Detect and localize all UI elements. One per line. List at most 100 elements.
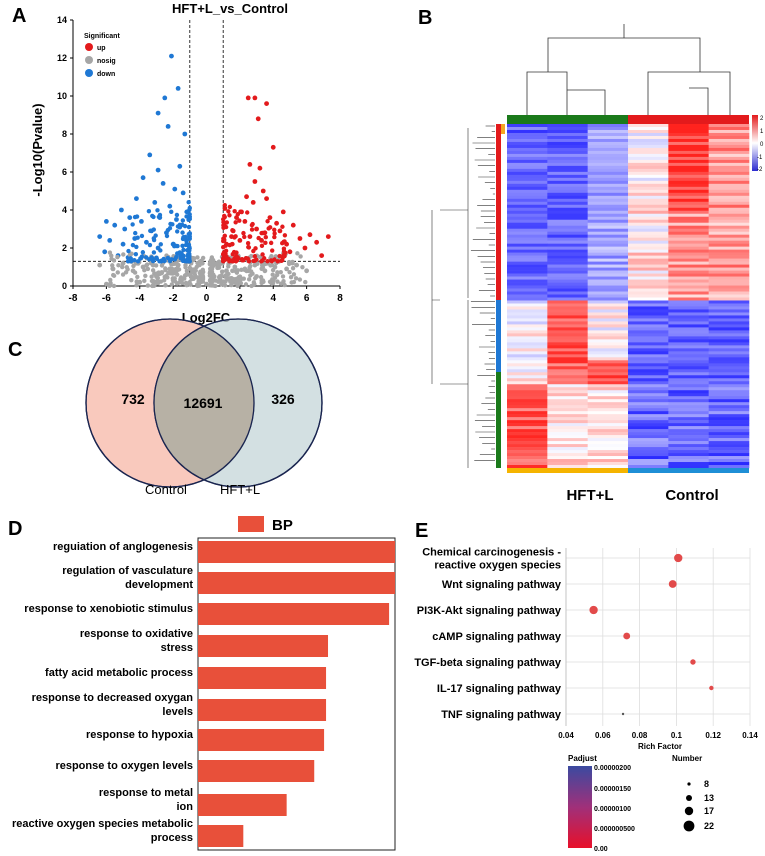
heatmap-cell	[708, 324, 750, 328]
bp-bar-chart: BP reguiation of anglogenesis regulation …	[12, 516, 396, 851]
heatmap-cell	[507, 342, 548, 346]
heatmap-cell	[587, 345, 629, 349]
volcano-point-nosig	[200, 273, 206, 279]
venn-intersection-count: 12691	[184, 395, 223, 411]
heatmap-cell	[628, 420, 669, 424]
heatmap-cell	[507, 183, 548, 188]
heatmap-cell	[668, 276, 709, 280]
heatmap-cell	[668, 279, 709, 283]
heatmap-cell	[547, 124, 588, 128]
volcano-point-down	[187, 259, 192, 264]
heatmap-cell	[547, 246, 588, 250]
bp-bar	[198, 699, 327, 721]
volcano-point-nosig	[125, 267, 130, 272]
volcano-x-tick-label: 8	[337, 293, 343, 304]
volcano-point-nosig	[261, 279, 266, 284]
heatmap-cell	[708, 387, 750, 391]
volcano-point-down	[187, 248, 192, 253]
volcano-point-down	[169, 257, 174, 262]
heatmap-cell	[708, 378, 750, 382]
heatmap-cell	[668, 165, 709, 170]
heatmap-cell	[547, 249, 588, 253]
panel-label-b: B	[418, 7, 432, 29]
heatmap-cell	[668, 150, 709, 155]
heatmap-cell	[628, 378, 669, 382]
volcano-point-down	[175, 86, 181, 91]
volcano-point-nosig	[239, 267, 244, 272]
volcano-point-down	[147, 242, 153, 248]
heatmap-cell	[507, 309, 548, 313]
heatmap-cell	[708, 132, 750, 137]
heatmap-cell	[587, 132, 629, 137]
volcano-point-down	[139, 219, 144, 224]
heatmap-cell	[587, 138, 629, 143]
number-title: Number	[672, 754, 702, 763]
volcano-point-up	[221, 223, 226, 228]
volcano-point-up	[302, 245, 308, 251]
volcano-point-nosig	[188, 282, 193, 287]
heatmap-cell	[507, 300, 548, 304]
heatmap-cell	[507, 243, 548, 247]
heatmap-cell	[547, 171, 588, 176]
heatmap-cell	[547, 276, 588, 280]
volcano-point-nosig	[221, 279, 226, 284]
volcano-point-down	[182, 131, 188, 137]
volcano-point-nosig	[149, 274, 154, 279]
heatmap-cell	[628, 405, 669, 409]
heatmap-cell	[708, 294, 750, 298]
volcano-point-down	[169, 53, 174, 59]
heatmap-cell	[668, 372, 709, 376]
heatmap-cell	[708, 168, 750, 173]
heatmap-cell	[628, 438, 669, 442]
heatmap-cell	[587, 339, 629, 343]
heatmap-cell	[507, 399, 548, 403]
volcano-point-down	[147, 152, 153, 158]
row-cluster-segment	[496, 392, 501, 468]
top-annotation-hftl	[507, 115, 628, 124]
volcano-point-up	[260, 252, 265, 257]
volcano-point-down	[125, 259, 131, 264]
heatmap-cell	[587, 321, 629, 325]
heatmap-cell	[668, 156, 709, 161]
heatmap-cell	[708, 360, 750, 364]
volcano-point-down	[174, 254, 179, 260]
heatmap-cell	[668, 387, 709, 391]
heatmap-cell	[708, 312, 750, 316]
heatmap-cell	[708, 315, 750, 319]
volcano-point-up	[249, 227, 255, 232]
heatmap-cell	[668, 144, 709, 149]
volcano-point-up	[230, 228, 235, 233]
heatmap-cell	[708, 426, 750, 430]
heatmap-cell	[547, 231, 588, 235]
volcano-point-up	[263, 234, 268, 240]
heatmap-cell	[507, 297, 548, 301]
bp-category-label: fatty acid metabolic process	[45, 667, 193, 679]
volcano-point-down	[151, 250, 157, 255]
volcano-point-nosig	[241, 276, 246, 281]
volcano-point-nosig	[191, 267, 196, 273]
heatmap-cell	[507, 135, 548, 140]
heatmap-cell	[708, 240, 750, 244]
heatmap-cell	[547, 303, 588, 307]
heatmap-cell	[547, 348, 588, 352]
heatmap-cell	[708, 408, 750, 412]
heatmap-cell	[547, 288, 588, 292]
heatmap-cell	[507, 387, 548, 391]
heatmap-cell	[587, 372, 629, 376]
heatmap-cell	[708, 267, 750, 271]
heatmap-cell	[507, 144, 548, 149]
volcano-point-up	[290, 222, 296, 228]
heatmap-cell	[587, 162, 629, 167]
volcano-legend-title: Significant	[84, 33, 120, 40]
heatmap-cell	[628, 357, 669, 361]
volcano-point-nosig	[298, 254, 303, 259]
heatmap-cell	[708, 258, 750, 262]
heatmap-cell	[708, 204, 750, 209]
heatmap-cell	[668, 402, 709, 406]
heatmap-cell	[507, 432, 548, 436]
heatmap-cell	[547, 144, 588, 149]
heatmap-cell	[507, 129, 548, 134]
heatmap-cell	[668, 124, 709, 128]
volcano-point-nosig	[222, 274, 228, 279]
